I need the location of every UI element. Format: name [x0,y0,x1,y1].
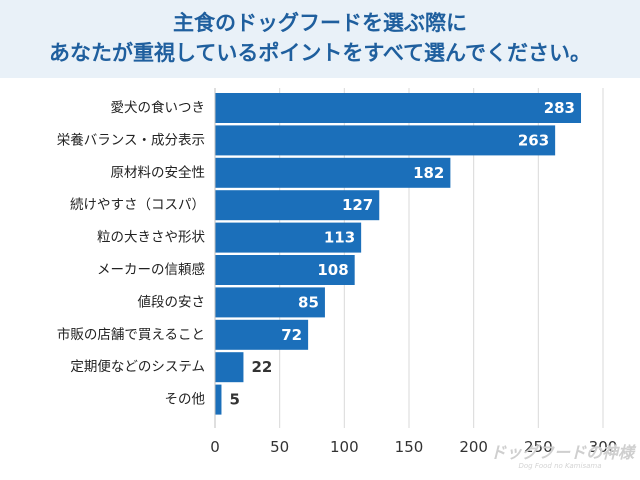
chart-title-line-2: あなたが重視しているポイントをすべて選んでください。 [48,41,591,65]
category-label: 粒の大きさや形状 [97,230,205,246]
category-label: 続けやすさ（コスパ） [70,197,205,213]
x-tick-label: 50 [270,438,289,456]
x-tick-label: 150 [395,438,424,456]
x-tick-label: 300 [589,438,618,456]
bar-value-label: 113 [324,229,355,247]
bar-value-label: 108 [317,261,348,279]
bar [215,157,451,188]
bar [215,190,380,221]
bar-value-label: 263 [518,131,549,149]
category-label: 栄養バランス・成分表示 [57,131,205,148]
watermark-subtext: Dog Food no Kamisama [518,462,602,470]
bar [215,255,355,285]
watermark-text: ドッグフードの神様 [490,443,635,462]
bar-value-label: 127 [342,196,373,214]
category-label: 愛犬の食いつき [111,99,206,116]
category-label: 市販の店舗で買えること [57,326,205,343]
bar-value-label: 22 [251,358,272,376]
bar-value-label: 182 [413,164,444,182]
category-label: メーカーの信頼感 [97,261,205,278]
bar [215,125,556,156]
watermark-logo: ドッグフードの神様 Dog Food no Kamisama [490,443,635,474]
category-label: 値段の安さ [138,294,206,310]
bar-value-label: 85 [298,293,319,311]
title-band [0,0,640,78]
category-label: 定期便などのシステム [70,359,205,375]
x-tick-label: 200 [459,438,488,456]
x-tick-label: 0 [210,438,220,456]
bar [215,319,309,350]
bar-value-label: 72 [281,326,302,344]
bar [215,222,362,253]
bar-value-label: 5 [229,391,239,409]
category-label: その他 [165,392,206,408]
bar [215,287,325,318]
bar [215,93,582,123]
x-tick-label: 250 [524,438,553,456]
bar [215,384,222,415]
x-tick-label: 100 [330,438,359,456]
bar-value-label: 283 [544,99,575,117]
chart-title-line-1: 主食のドッグフードを選ぶ際に [173,11,467,35]
bar [215,352,244,383]
category-label: 原材料の安全性 [111,164,206,181]
